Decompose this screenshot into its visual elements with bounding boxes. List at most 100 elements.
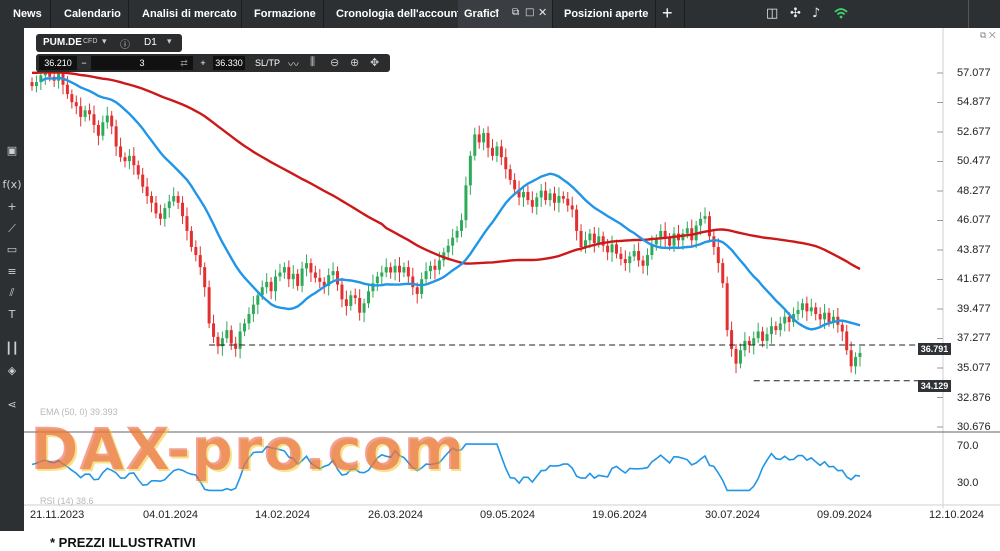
candle-body xyxy=(110,115,114,127)
chevron-down-icon[interactable]: ▾ xyxy=(167,36,172,46)
candle-body xyxy=(818,314,822,320)
candle-body xyxy=(800,303,804,311)
line-chart-icon[interactable]: 〰 xyxy=(288,59,299,71)
candle-body xyxy=(265,281,269,288)
tab-separator xyxy=(50,0,51,28)
candle-body xyxy=(672,233,676,246)
candle-body xyxy=(743,340,747,351)
candle-body xyxy=(650,244,654,256)
candle-body xyxy=(827,312,831,323)
candle-body xyxy=(269,281,273,292)
candle-body xyxy=(482,133,486,143)
y-tick-label: 39.477 xyxy=(957,302,991,315)
candles-icon[interactable]: ⫼ xyxy=(310,56,316,68)
candle-body xyxy=(703,216,707,219)
tab-cronologia-account[interactable]: Cronologia dell'account xyxy=(336,8,461,20)
candle-body xyxy=(845,331,849,351)
candle-body xyxy=(446,245,450,253)
buy-price-button[interactable]: 36.330 xyxy=(213,56,245,70)
function-icon[interactable]: f(x) xyxy=(2,178,22,191)
candle-body xyxy=(127,155,131,162)
chevron-down-icon[interactable]: ▾ xyxy=(102,36,107,46)
tab-grafici[interactable]: Grafici xyxy=(464,8,499,20)
candle-body xyxy=(495,146,499,156)
candle-body xyxy=(101,122,105,136)
screen-icon[interactable]: ▣ xyxy=(6,144,18,157)
watermark: DAX-pro.com xyxy=(30,415,465,483)
trade-panel: 36.210 − 3 ⇄ + 36.330 SL/TP 〰 ⫼ ⊖ ⊕ ✥ xyxy=(36,54,390,72)
zoom-in-icon[interactable]: ⊕ xyxy=(350,57,360,69)
candle-body xyxy=(287,267,291,280)
candle-body xyxy=(145,186,149,197)
candle-body xyxy=(849,350,853,367)
bars-icon[interactable]: ┃┃ xyxy=(5,342,19,355)
drawing-toolbar: ▣ f(x) + ⟋ ▭ ≡ ⫽ T ┃┃ ◈ ⋖ xyxy=(0,28,24,531)
footnote: * PREZZI ILLUSTRATIVI xyxy=(50,535,196,550)
instrument-symbol[interactable]: PUM.DE xyxy=(43,37,82,48)
rectangle-tool-icon[interactable]: ▭ xyxy=(6,243,18,256)
share-icon[interactable]: ⋖ xyxy=(7,398,17,411)
candle-body xyxy=(756,331,760,339)
sell-price-button[interactable]: 36.210 xyxy=(39,56,77,70)
tab-posizioni-aperte[interactable]: Posizioni aperte xyxy=(564,8,649,20)
candle-body xyxy=(769,326,773,335)
candle-body xyxy=(105,115,109,123)
tab-analisi-di-mercato[interactable]: Analisi di mercato xyxy=(142,8,237,20)
popout-icon[interactable]: ⧉ xyxy=(512,7,520,18)
chart-small-controls[interactable]: ⧉ ✕ xyxy=(980,30,996,40)
candle-body xyxy=(490,147,494,156)
line-tool-icon[interactable]: ⟋ xyxy=(8,222,16,235)
bell-icon[interactable]: ♪ xyxy=(812,6,821,21)
add-tab-button[interactable]: + xyxy=(662,3,673,23)
dropdown-caret-icon[interactable]: ▾ xyxy=(495,7,500,16)
y-tick-label: 35.077 xyxy=(957,361,991,374)
maximize-icon[interactable]: □ xyxy=(525,7,535,18)
candle-body xyxy=(48,71,52,77)
layout-icon[interactable]: ◫ xyxy=(766,6,779,21)
price-tag-upper: 36.791 xyxy=(918,343,951,355)
tab-news[interactable]: News xyxy=(13,8,42,20)
drone-icon[interactable]: ✣ xyxy=(790,6,801,21)
candle-body xyxy=(716,247,720,264)
quantity-input[interactable]: 3 xyxy=(91,56,193,70)
tab-grafici-active[interactable]: Grafici ▾ ⧉ □ ✕ xyxy=(458,0,552,28)
quantity-decrement[interactable]: − xyxy=(79,56,89,70)
info-icon[interactable]: ⓘ xyxy=(120,40,130,51)
candle-body xyxy=(681,233,685,241)
candle-body xyxy=(521,192,525,198)
candle-body xyxy=(610,244,614,253)
candle-body xyxy=(415,287,419,294)
candle-body xyxy=(787,316,791,323)
chart-area[interactable] xyxy=(24,28,1000,531)
candle-body xyxy=(721,263,725,284)
candle-body xyxy=(486,133,490,148)
fibonacci-icon[interactable]: ≡ xyxy=(7,265,17,278)
wifi-icon xyxy=(834,8,848,19)
candle-body xyxy=(349,295,353,307)
instrument-selector[interactable]: PUM.DE CFD ▾ ⓘ D1 ▾ xyxy=(36,34,182,52)
text-tool-icon[interactable]: T xyxy=(8,308,16,321)
zoom-out-icon[interactable]: ⊖ xyxy=(330,57,340,69)
move-icon[interactable]: ✥ xyxy=(370,57,380,69)
tab-formazione[interactable]: Formazione xyxy=(254,8,316,20)
candle-body xyxy=(552,193,556,203)
candle-body xyxy=(592,233,596,243)
candle-body xyxy=(220,338,224,347)
quantity-increment[interactable]: + xyxy=(197,56,209,70)
tab-calendario[interactable]: Calendario xyxy=(64,8,121,20)
price-chart[interactable] xyxy=(24,28,1000,531)
swap-icon[interactable]: ⇄ xyxy=(177,56,191,70)
channel-tool-icon[interactable]: ⫽ xyxy=(9,286,15,299)
candle-body xyxy=(234,343,238,349)
tab-separator xyxy=(968,0,969,28)
close-icon[interactable]: ✕ xyxy=(538,6,548,19)
crosshair-icon[interactable]: + xyxy=(7,200,17,213)
candle-body xyxy=(274,276,278,292)
candle-body xyxy=(424,271,428,280)
sltp-button[interactable]: SL/TP xyxy=(255,58,281,68)
timeframe[interactable]: D1 xyxy=(144,37,157,48)
candle-body xyxy=(575,209,579,231)
candle-body xyxy=(167,201,171,209)
layers-icon[interactable]: ◈ xyxy=(7,364,17,377)
candle-body xyxy=(247,314,251,324)
